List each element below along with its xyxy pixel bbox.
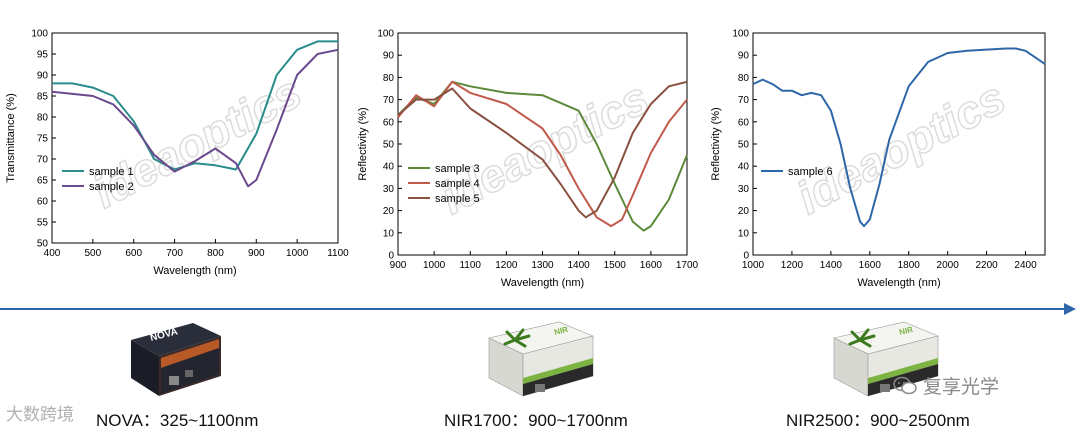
y-tick-label: 10 (738, 228, 750, 239)
y-tick-label: 75 (37, 134, 49, 145)
x-tick-label: 1200 (781, 260, 804, 271)
x-tick-label: 1100 (327, 248, 349, 259)
y-axis-title: Reflectivity (%) (710, 107, 722, 180)
x-tick-label: 500 (85, 248, 102, 259)
y-tick-label: 100 (377, 29, 394, 40)
y-axis-title: Reflectivity (%) (357, 107, 369, 180)
wechat-account-name: 复享光学 (923, 376, 1000, 398)
y-tick-label: 100 (31, 29, 48, 40)
x-tick-label: 1200 (495, 260, 518, 271)
legend-label: sample 5 (435, 193, 480, 205)
watermark-text: ideaoptics (84, 65, 309, 218)
y-tick-label: 70 (383, 95, 395, 106)
y-tick-label: 100 (732, 29, 749, 40)
nir1700-spectrometer-image: NIR (488, 321, 594, 397)
legend-label: sample 2 (89, 181, 134, 193)
legend-label: sample 6 (788, 166, 833, 178)
x-tick-label: 900 (390, 260, 407, 271)
chart-reflectivity-nir2500: ideaoptics 1000 1200 1400 1600 1800 2000 2200 24… (705, 0, 1055, 290)
wechat-account-mark: 复享光学 (893, 372, 999, 399)
y-tick-label: 20 (383, 206, 395, 217)
y-tick-label: 85 (37, 92, 49, 103)
x-tick-label: 700 (166, 248, 183, 259)
nir2500-range-label: NIR2500：900~2500nm (786, 411, 970, 430)
legend-label: sample 4 (435, 178, 480, 190)
x-tick-label: 1000 (742, 260, 765, 271)
wavelength-arrow-line (0, 308, 1072, 310)
nova-range-label: NOVA：325~1100nm (96, 411, 259, 430)
y-tick-label: 80 (738, 73, 750, 84)
y-tick-label: 60 (383, 117, 395, 128)
y-tick-label: 80 (37, 113, 49, 124)
legend-label: sample 1 (89, 166, 134, 178)
watermark-text: ideaoptics (788, 71, 1013, 224)
x-tick-label: 1400 (820, 260, 843, 271)
y-tick-label: 20 (738, 206, 750, 217)
x-tick-label: 400 (44, 248, 61, 259)
x-tick-label: 600 (125, 248, 142, 259)
y-tick-label: 40 (383, 162, 395, 173)
x-tick-label: 1100 (459, 260, 481, 271)
x-tick-label: 800 (207, 248, 224, 259)
y-tick-label: 70 (738, 95, 750, 106)
x-tick-label: 1300 (531, 260, 554, 271)
series-line-sample-1 (52, 40, 338, 171)
y-tick-label: 10 (383, 228, 395, 239)
y-axis-title: Transmittance (%) (5, 93, 17, 182)
legend-label: sample 3 (435, 163, 480, 175)
x-tick-label: 1600 (859, 260, 882, 271)
x-tick-label: 1700 (676, 260, 699, 271)
wechat-icon (893, 376, 917, 395)
nir2500-spectrometer-image: NIR (833, 321, 939, 397)
x-axis-title: Wavelength (nm) (857, 277, 940, 289)
y-tick-label: 95 (37, 50, 49, 61)
y-tick-label: 55 (37, 218, 49, 229)
nir2500-brand-text: NIR (898, 325, 914, 337)
x-tick-label: 1600 (640, 260, 663, 271)
nir1700-brand-text: NIR (553, 325, 569, 337)
y-tick-label: 0 (388, 251, 394, 262)
x-tick-label: 2200 (975, 260, 998, 271)
y-tick-label: 50 (383, 140, 395, 151)
x-tick-label: 1800 (898, 260, 921, 271)
series-line-sample-5 (397, 80, 688, 219)
x-tick-label: 2000 (937, 260, 960, 271)
y-tick-label: 30 (738, 184, 750, 195)
x-tick-label: 1000 (423, 260, 446, 271)
y-tick-label: 90 (37, 71, 49, 82)
x-tick-label: 1400 (568, 260, 591, 271)
corner-logo-text: 大数跨境 (6, 405, 74, 425)
y-tick-label: 70 (37, 155, 49, 166)
x-tick-label: 2400 (1014, 260, 1037, 271)
y-tick-label: 60 (738, 117, 750, 128)
corner-logo: 大数跨境 (6, 400, 74, 425)
x-tick-label: 1500 (604, 260, 627, 271)
nova-spectrometer-image: NOVA (131, 323, 221, 396)
y-tick-label: 90 (738, 51, 750, 62)
series-line-sample-2 (51, 48, 339, 188)
y-tick-label: 60 (37, 197, 49, 208)
y-tick-label: 30 (383, 184, 395, 195)
y-tick-label: 40 (738, 162, 750, 173)
x-axis-title: Wavelength (nm) (501, 277, 584, 289)
nir1700-range-label: NIR1700：900~1700nm (444, 411, 628, 430)
chart-1-svg: ideaoptics 400 500 600 700 800 900 1000 1100 50 55… (5, 29, 349, 278)
y-tick-label: 80 (383, 73, 395, 84)
x-axis-title: Wavelength (nm) (153, 265, 236, 277)
series-line-sample-6 (752, 47, 1046, 228)
x-tick-label: 900 (248, 248, 265, 259)
y-tick-label: 0 (743, 251, 749, 262)
y-tick-label: 65 (37, 176, 49, 187)
arrow-head-icon (1064, 303, 1076, 315)
chart-transmittance: ideaoptics 400 500 600 700 800 900 1000 1100 50 55… (0, 0, 350, 290)
y-tick-label: 90 (383, 51, 395, 62)
y-tick-label: 50 (37, 239, 49, 250)
y-tick-label: 50 (738, 140, 750, 151)
chart-reflectivity-nir1700: ideaoptics 900 1000 1100 1200 1300 1400 1500 160… (352, 0, 699, 290)
x-tick-label: 1000 (286, 248, 309, 259)
